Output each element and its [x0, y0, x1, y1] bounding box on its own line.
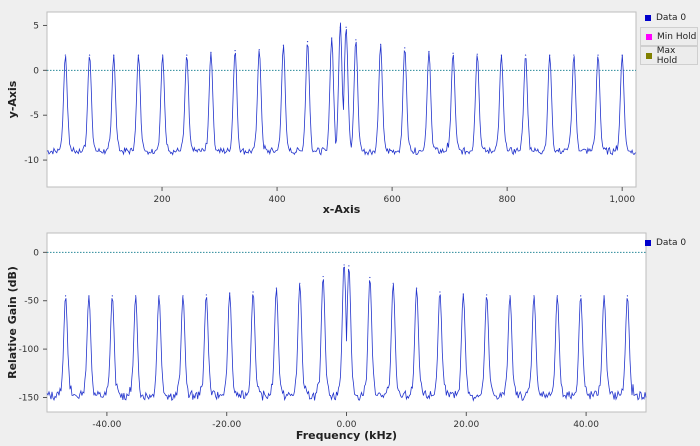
legend-item-data0-freq[interactable]: Data 0: [640, 233, 698, 252]
legend-item-min-hold[interactable]: Min Hold: [640, 27, 698, 46]
peak-point: [234, 49, 236, 52]
peak-point: [621, 54, 623, 56]
x-tick-label: -40.00: [92, 420, 121, 430]
peak-point: [369, 276, 371, 279]
peak-point: [345, 26, 347, 28]
x-axis-title: x-Axis: [323, 203, 361, 215]
frequency-plot-legend: Data 0: [640, 233, 698, 252]
y-tick-label: -50: [24, 297, 39, 307]
peak-point: [343, 264, 345, 266]
peak-point: [88, 54, 91, 56]
peak-point: [533, 295, 535, 297]
peak-point: [135, 295, 137, 297]
peak-point: [182, 295, 184, 297]
legend-swatch-min-hold: [646, 33, 652, 40]
x-axis-title: Frequency (kHz): [296, 429, 397, 442]
x-tick-label: 1,000: [609, 195, 635, 205]
series-line-data0: [46, 22, 637, 156]
peak-point: [462, 293, 464, 295]
peak-point: [524, 54, 527, 56]
time-plot-legend: Data 0 Min Hold Max Hold: [640, 8, 698, 66]
peak-point: [186, 54, 188, 56]
peak-point: [573, 54, 575, 56]
peak-point: [500, 54, 503, 56]
peak-point: [137, 54, 140, 56]
series-line-data0: [46, 266, 647, 402]
peak-point: [64, 54, 67, 56]
peak-point: [380, 43, 382, 45]
peak-point: [626, 295, 629, 297]
peak-point: [452, 52, 454, 54]
peak-point: [113, 54, 115, 56]
peak-point: [476, 53, 478, 55]
x-tick-label: 600: [384, 195, 401, 205]
peak-point: [486, 294, 488, 296]
peak-point: [64, 295, 67, 297]
legend-swatch-data0-freq: [645, 239, 651, 246]
x-tick-label: 0.00: [336, 420, 356, 430]
peak-point: [549, 54, 551, 56]
legend-label-max-hold: Max Hold: [656, 45, 678, 66]
y-axis-title: Relative Gain (dB): [6, 266, 19, 379]
legend-label-data0-freq: Data 0: [656, 237, 687, 248]
peak-point: [428, 50, 430, 53]
peak-point: [299, 282, 301, 284]
legend-item-data0[interactable]: Data 0: [640, 8, 698, 27]
y-tick-label: -10: [24, 156, 39, 166]
legend-label-min-hold: Min Hold: [657, 31, 697, 42]
frequency-plot[interactable]: 0 -50 -100 -150 -40.00 -20.00 0.00 20.00 40.00 Fr…: [0, 227, 700, 442]
time-plot-panel: 5 0 -5 -10 200 400 600 800 1,000 x-Axis y-Axis Dat…: [0, 0, 700, 216]
peak-point: [404, 47, 406, 49]
peak-point: [275, 287, 278, 289]
y-tick-label: -150: [19, 393, 40, 403]
peak-point: [229, 292, 231, 294]
legend-item-max-hold[interactable]: Max Hold: [640, 45, 698, 66]
peak-point: [88, 295, 90, 297]
peak-point: [439, 291, 441, 293]
y-tick-label: -100: [19, 345, 40, 355]
time-plot[interactable]: 5 0 -5 -10 200 400 600 800 1,000 x-Axis y-Axis: [0, 0, 700, 216]
y-tick-label: 0: [33, 66, 39, 76]
y-tick-label: -5: [30, 111, 39, 121]
y-tick-label: 5: [33, 21, 39, 31]
legend-label-data0: Data 0: [656, 12, 687, 23]
y-axis-title: y-Axis: [6, 80, 19, 118]
peak-point: [158, 295, 160, 297]
peak-point: [162, 54, 164, 56]
peak-point: [205, 294, 207, 296]
peak-point: [331, 37, 333, 39]
peak-point: [597, 54, 599, 56]
peak-point: [355, 39, 357, 41]
peak-point: [111, 295, 113, 297]
peak-point: [580, 295, 582, 297]
peak-point: [339, 26, 341, 28]
frequency-plot-panel: 0 -50 -100 -150 -40.00 -20.00 0.00 20.00 40.00 Fr…: [0, 227, 700, 442]
legend-swatch-data0: [645, 14, 651, 21]
peak-point: [210, 51, 212, 53]
x-tick-label: 800: [499, 195, 516, 205]
x-tick-label: -20.00: [212, 420, 241, 430]
peak-point: [306, 41, 309, 43]
x-tick-label: 200: [153, 195, 170, 205]
peak-point: [348, 265, 350, 267]
peak-point: [556, 295, 558, 297]
peak-point: [392, 282, 394, 284]
peak-point: [509, 295, 511, 297]
peak-point: [252, 291, 254, 293]
y-tick-label: 0: [33, 248, 39, 258]
x-tick-label: 20.00: [453, 420, 479, 430]
x-tick-label: 40.00: [573, 420, 599, 430]
peak-point: [415, 287, 418, 289]
peak-point: [322, 275, 324, 278]
x-tick-label: 400: [268, 195, 285, 205]
peak-point: [258, 49, 260, 51]
legend-swatch-max-hold: [646, 52, 652, 59]
peak-point: [603, 295, 605, 297]
peak-point: [282, 44, 285, 46]
